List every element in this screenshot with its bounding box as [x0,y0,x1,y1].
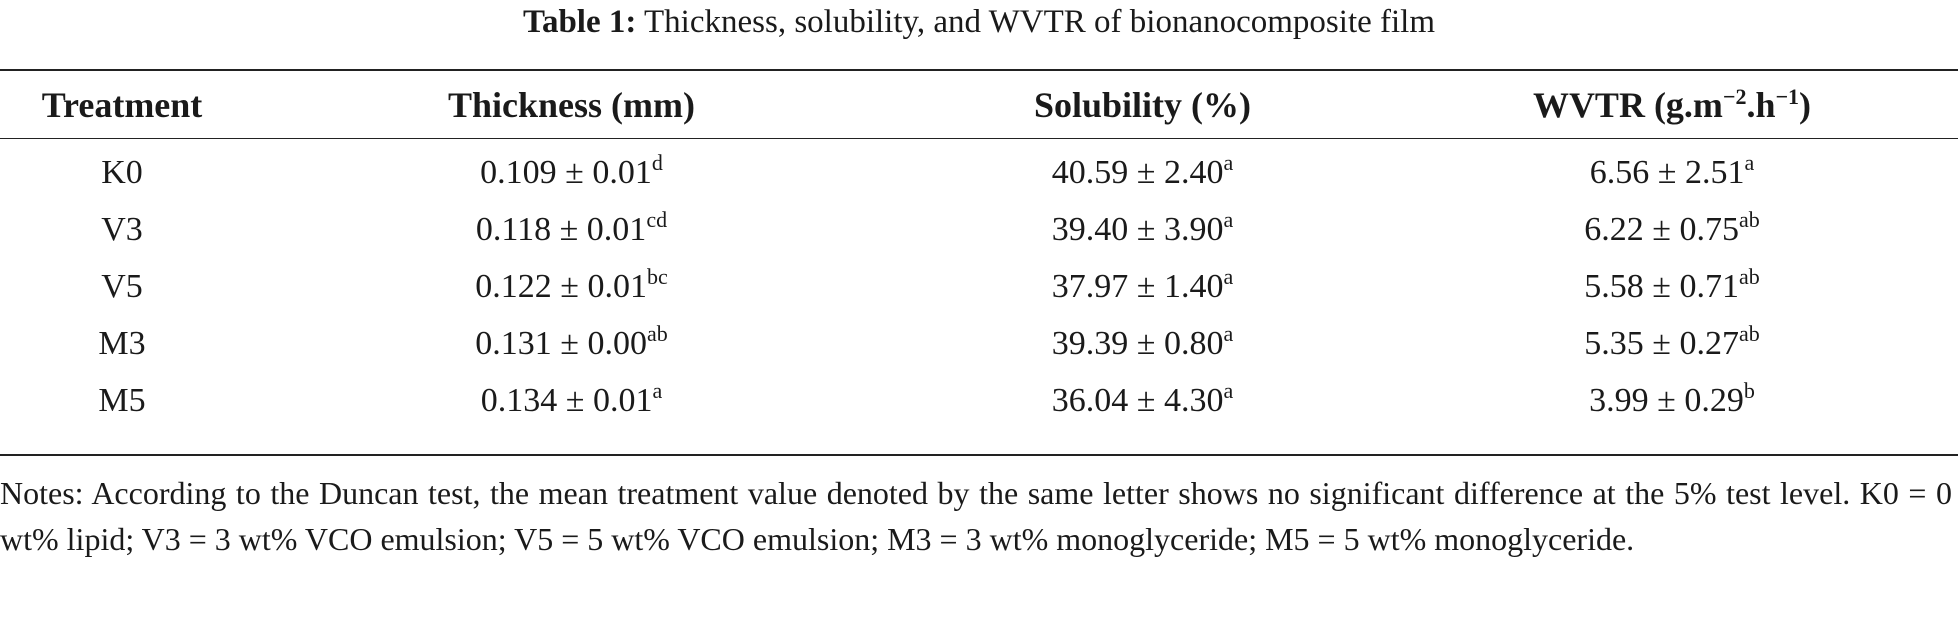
header-wvtr-exp1: −2 [1722,84,1747,109]
cell-thickness: 0.109 ± 0.01d [244,138,899,201]
cell-treatment: V3 [101,210,143,248]
table-row: K0 0.109 ± 0.01d 40.59 ± 2.40a 6.56 ± 2.… [0,138,1958,201]
cell-treatment: M3 [98,324,146,362]
wvtr-significance: ab [1738,263,1760,289]
thickness-value: 0.122 ± 0.01 [475,267,647,305]
cell-solubility: 40.59 ± 2.40a [899,138,1386,201]
cell-treatment: M5 [98,381,146,419]
header-wvtr-base: WVTR (g.m [1532,85,1723,125]
wvtr-value: 6.22 ± 0.75 [1584,210,1739,248]
cell-thickness: 0.122 ± 0.01bc [244,258,899,315]
thickness-significance: cd [646,206,668,232]
solubility-significance: a [1223,149,1234,175]
wvtr-significance: b [1743,377,1755,403]
thickness-value: 0.118 ± 0.01 [475,210,647,248]
cell-solubility: 39.39 ± 0.80a [899,315,1386,372]
data-table: Treatment Thickness (mm) Solubility (%) … [0,72,1958,429]
cell-wvtr: 6.22 ± 0.75ab [1386,201,1958,258]
thickness-value: 0.109 ± 0.01 [480,153,652,191]
solubility-significance: a [1223,206,1234,232]
solubility-value: 37.97 ± 1.40 [1051,267,1224,305]
wvtr-value: 5.35 ± 0.27 [1584,324,1739,362]
table-caption: Table 1: Thickness, solubility, and WVTR… [0,0,1958,50]
cell-treatment: V5 [101,267,143,305]
solubility-value: 39.39 ± 0.80 [1051,324,1224,362]
wvtr-value: 3.99 ± 0.29 [1589,381,1744,419]
table-caption-label: Table 1: [522,4,637,40]
cell-thickness: 0.118 ± 0.01cd [244,201,899,258]
table-header-rule [0,138,1958,139]
cell-solubility: 36.04 ± 4.30a [899,372,1386,429]
cell-solubility: 39.40 ± 3.90a [899,201,1386,258]
solubility-value: 39.40 ± 3.90 [1051,210,1224,248]
thickness-significance: bc [646,263,668,289]
header-wvtr: WVTR (g.m−2.h−1) [1386,72,1958,138]
cell-thickness: 0.134 ± 0.01a [244,372,899,429]
table-notes: Notes: According to the Duncan test, the… [0,475,1952,557]
table-row: M5 0.134 ± 0.01a 36.04 ± 4.30a 3.99 ± 0.… [0,372,1958,429]
cell-wvtr: 5.35 ± 0.27ab [1386,315,1958,372]
table-row: V3 0.118 ± 0.01cd 39.40 ± 3.90a 6.22 ± 0… [0,201,1958,258]
wvtr-significance: ab [1738,320,1760,346]
solubility-significance: a [1223,320,1234,346]
wvtr-significance: ab [1738,206,1760,232]
cell-wvtr: 5.58 ± 0.71ab [1386,258,1958,315]
header-treatment: Treatment [41,85,203,125]
cell-wvtr: 3.99 ± 0.29b [1386,372,1958,429]
header-wvtr-mid: .h [1746,85,1776,125]
header-wvtr-exp2: −1 [1775,84,1800,109]
solubility-value: 36.04 ± 4.30 [1051,381,1224,419]
wvtr-value: 5.58 ± 0.71 [1584,267,1739,305]
cell-solubility: 37.97 ± 1.40a [899,258,1386,315]
solubility-value: 40.59 ± 2.40 [1051,153,1224,191]
thickness-significance: ab [646,320,668,346]
cell-treatment: K0 [101,153,143,191]
thickness-significance: a [652,377,663,403]
table-bottom-rule [0,454,1958,456]
thickness-significance: d [651,149,663,175]
table-top-rule [0,69,1958,71]
table-row: M3 0.131 ± 0.00ab 39.39 ± 0.80a 5.35 ± 0… [0,315,1958,372]
table-caption-text: Thickness, solubility, and WVTR of biona… [644,4,1436,40]
cell-wvtr: 6.56 ± 2.51a [1386,138,1958,201]
thickness-value: 0.131 ± 0.00 [475,324,647,362]
solubility-significance: a [1223,377,1234,403]
header-thickness: Thickness (mm) [447,85,695,125]
thickness-value: 0.134 ± 0.01 [480,381,653,419]
header-row: Treatment Thickness (mm) Solubility (%) … [0,72,1958,138]
cell-thickness: 0.131 ± 0.00ab [244,315,899,372]
header-wvtr-end: ) [1799,85,1812,125]
wvtr-value: 6.56 ± 2.51 [1589,153,1745,191]
wvtr-significance: a [1744,149,1755,175]
header-solubility: Solubility (%) [1033,85,1252,125]
solubility-significance: a [1223,263,1234,289]
table-row: V5 0.122 ± 0.01bc 37.97 ± 1.40a 5.58 ± 0… [0,258,1958,315]
